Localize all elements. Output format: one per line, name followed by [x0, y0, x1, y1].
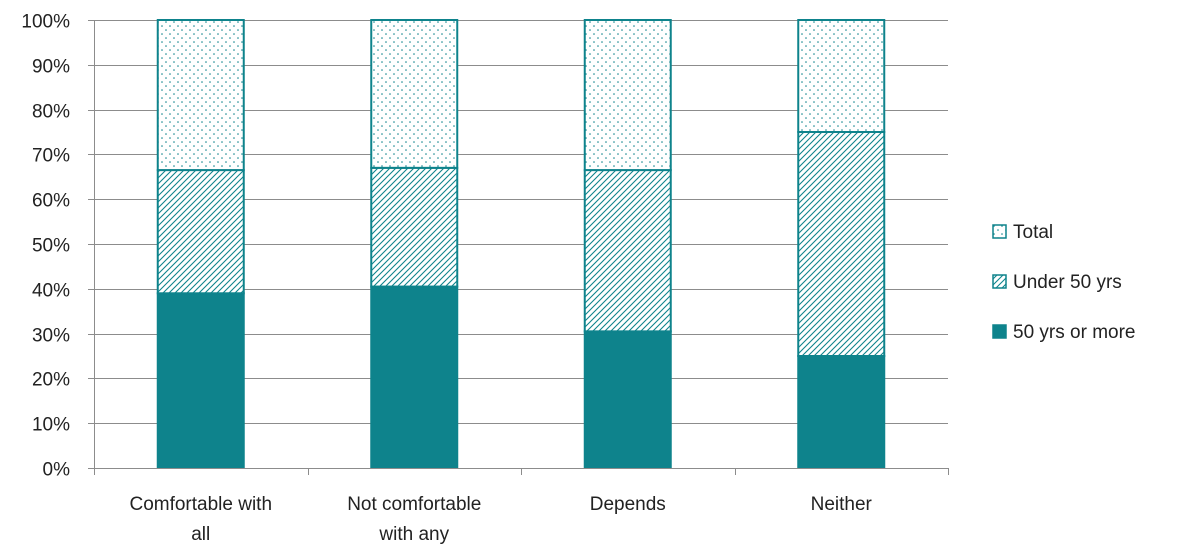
bar-segment-under-50-yrs [583, 169, 672, 333]
y-tick-label: 80% [32, 102, 70, 123]
y-tick-label: 20% [32, 370, 70, 391]
y-tick-label: 50% [32, 236, 70, 257]
bar-segment-under-50-yrs [156, 169, 245, 295]
bar-segment-total [797, 19, 886, 133]
legend: Total Under 50 yrs 50 yrs or more [992, 222, 1135, 343]
bar-segment-total [156, 19, 245, 172]
legend-swatch-50-yrs-or-more [992, 324, 1007, 339]
x-category-label: Not comfortable [347, 494, 481, 515]
x-category-label: with any [378, 524, 449, 545]
bars [156, 19, 886, 469]
legend-label-total: Total [1013, 222, 1053, 243]
bar-segment-under-50-yrs [797, 131, 886, 357]
legend-swatch-under-50-yrs [992, 274, 1007, 289]
x-category-label: all [191, 524, 210, 545]
legend-label-50-yrs-or-more: 50 yrs or more [1013, 322, 1135, 343]
bar-segment-total [370, 19, 459, 169]
y-tick-label: 40% [32, 281, 70, 302]
bar-segment-under-50-yrs [370, 166, 459, 288]
bar-segment-50-yrs-or-more [797, 355, 886, 469]
y-tick-label: 60% [32, 191, 70, 212]
legend-label-under-50-yrs: Under 50 yrs [1013, 272, 1122, 293]
y-tick-label: 30% [32, 326, 70, 347]
bar-segment-50-yrs-or-more [370, 285, 459, 469]
y-tick-label: 100% [21, 12, 70, 33]
x-category-label: Comfortable with [129, 494, 272, 515]
y-axis-tick-labels: 0% 10% 20% 30% 40% 50% 60% 70% 80% 90% 100% [21, 12, 70, 481]
axes [88, 20, 949, 475]
x-category-label: Neither [811, 494, 873, 515]
bar-segment-50-yrs-or-more [156, 292, 245, 469]
bar-segment-50-yrs-or-more [583, 330, 672, 469]
legend-swatch-total [992, 224, 1007, 239]
y-tick-label: 0% [43, 460, 71, 481]
x-axis-category-labels: Comfortable with all Not comfortable with a… [129, 494, 872, 545]
y-tick-label: 10% [32, 415, 70, 436]
bar-segment-total [583, 19, 672, 172]
y-tick-label: 70% [32, 146, 70, 167]
y-tick-label: 90% [32, 57, 70, 78]
x-category-label: Depends [590, 494, 666, 515]
